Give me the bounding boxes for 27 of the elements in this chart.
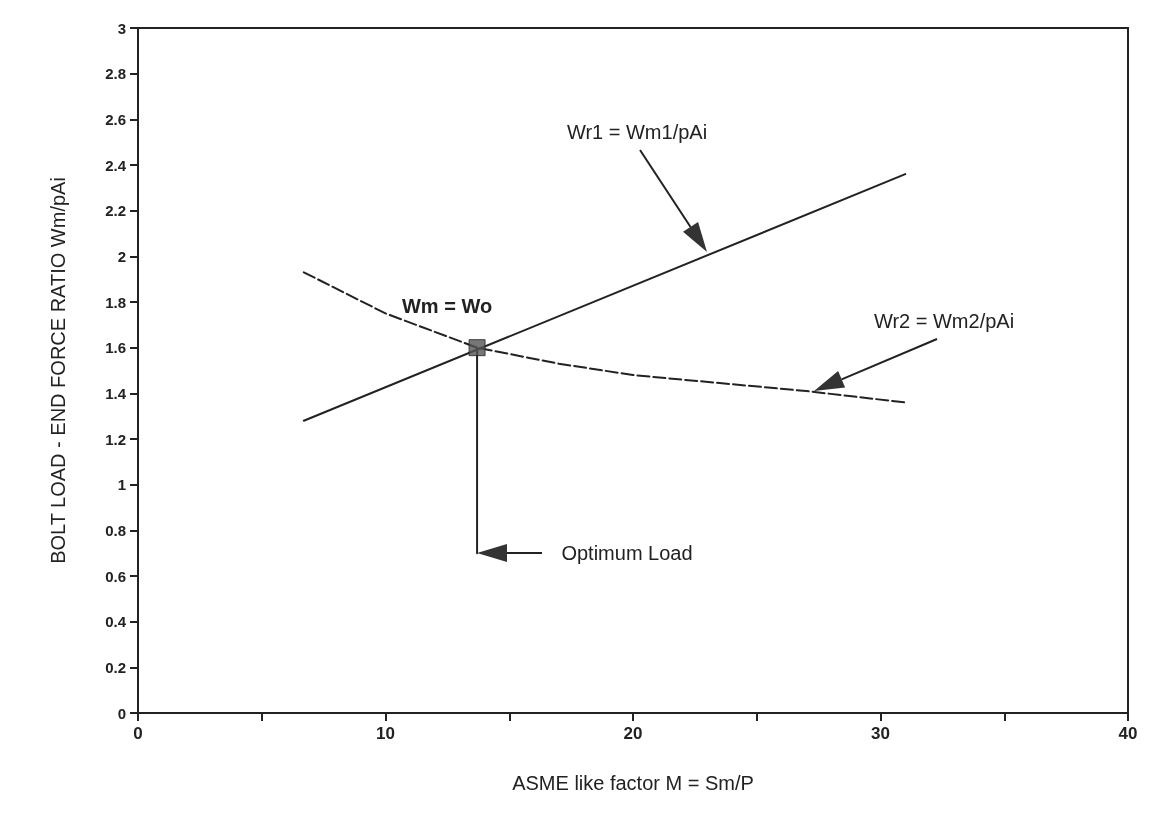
annotation: Wr2 = Wm2/pAi [873,310,1015,332]
y-tick-label: 0 [117,704,126,722]
x-axis-title: ASME like factor M = Sm/P [512,772,754,794]
y-tick-label: 1.2 [105,430,126,448]
x-tick-label: 0 [133,724,143,743]
y-tick-label: 3 [117,19,126,37]
y-tick-label: 0.8 [105,521,126,539]
x-tick-label: 30 [871,724,890,743]
annotation: Optimum Load [561,542,693,564]
y-tick-label: 1.4 [105,384,127,402]
y-tick-label: 2 [117,247,126,265]
y-tick-label: 1 [117,476,126,494]
y-tick-label: 1.6 [105,339,126,357]
x-tick-label: 20 [623,724,643,743]
y-tick-label: 0.2 [105,658,126,676]
x-tick-label: 40 [1118,724,1138,743]
y-tick-label: 0.6 [105,567,126,585]
y-tick-label: 2.8 [105,65,126,83]
y-axis-title: BOLT LOAD - END FORCE RATIO Wm/pAi [47,177,69,564]
y-tick-label: 1.8 [105,293,126,311]
x-tick-label: 10 [376,724,395,743]
annotation: Wr1 = Wm1/pAi [566,121,708,143]
y-tick-label: 0.4 [105,613,127,631]
y-tick-label: 2.4 [105,156,127,174]
annotation: Wm = Wo [401,294,493,317]
y-tick-label: 2.6 [105,110,126,128]
y-tick-label: 2.2 [105,202,126,220]
